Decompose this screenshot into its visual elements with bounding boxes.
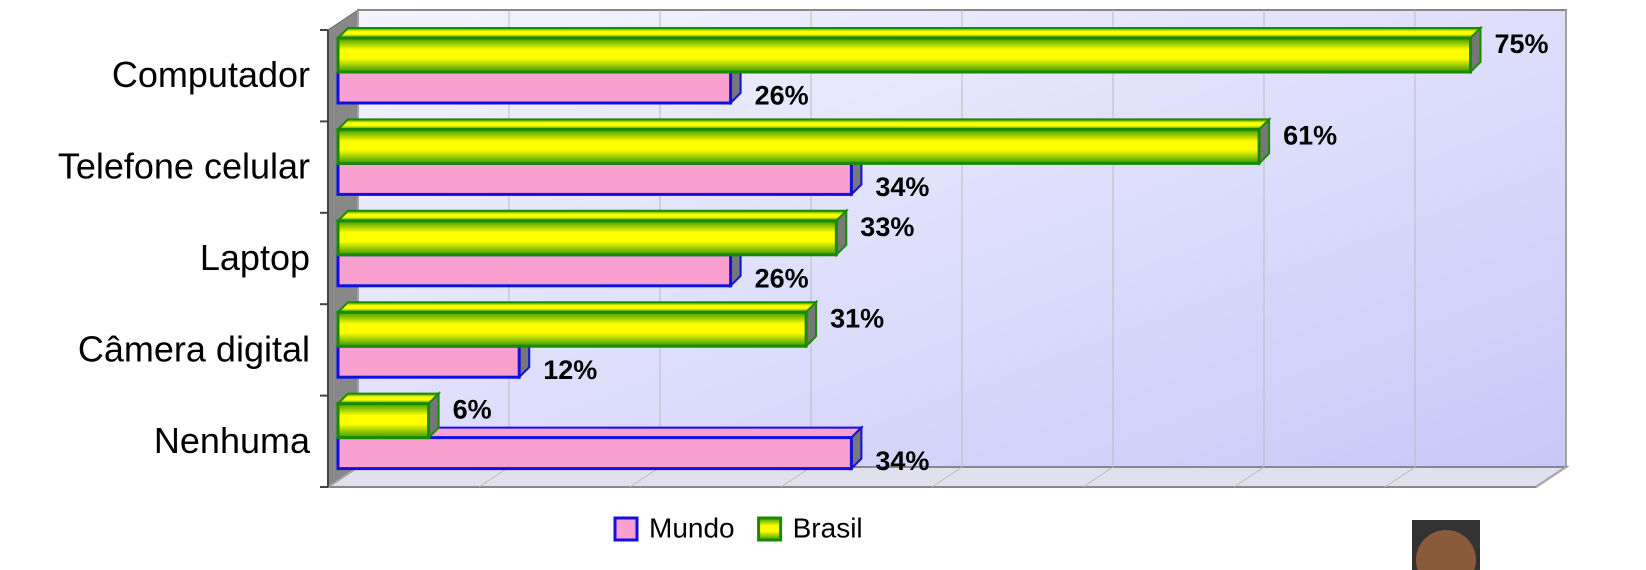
value-label: 34% <box>875 172 929 202</box>
legend-label: Brasil <box>793 512 863 543</box>
legend-label: Mundo <box>649 512 735 543</box>
value-label: 31% <box>830 303 884 333</box>
bar <box>338 255 731 286</box>
chart: Computador 26% 75% Telefone celular 34% 61% La… <box>0 0 1646 570</box>
bar <box>338 72 731 103</box>
value-label: 34% <box>875 446 929 476</box>
value-label: 12% <box>543 355 597 385</box>
category-label: Computador <box>112 54 310 95</box>
bar <box>338 129 1259 163</box>
bar <box>338 438 851 469</box>
bar <box>338 38 1471 72</box>
value-label: 6% <box>453 395 492 425</box>
category-label: Telefone celular <box>58 146 310 187</box>
value-label: 75% <box>1495 29 1549 59</box>
value-label: 33% <box>860 212 914 242</box>
category-label: Câmera digital <box>78 328 310 369</box>
bar <box>338 221 836 255</box>
logo <box>1412 520 1480 570</box>
bar <box>338 312 806 346</box>
value-label: 26% <box>755 263 809 293</box>
value-label: 26% <box>755 81 809 111</box>
bar <box>338 163 851 194</box>
legend-swatch <box>759 518 781 540</box>
legend-swatch <box>615 518 637 540</box>
page: {"chart_data": {"type": "bar", "orientat… <box>0 0 1646 570</box>
category-label: Nenhuma <box>154 420 311 461</box>
value-label: 61% <box>1283 121 1337 151</box>
bar <box>338 404 429 438</box>
bar <box>338 346 519 377</box>
category-label: Laptop <box>200 237 310 278</box>
